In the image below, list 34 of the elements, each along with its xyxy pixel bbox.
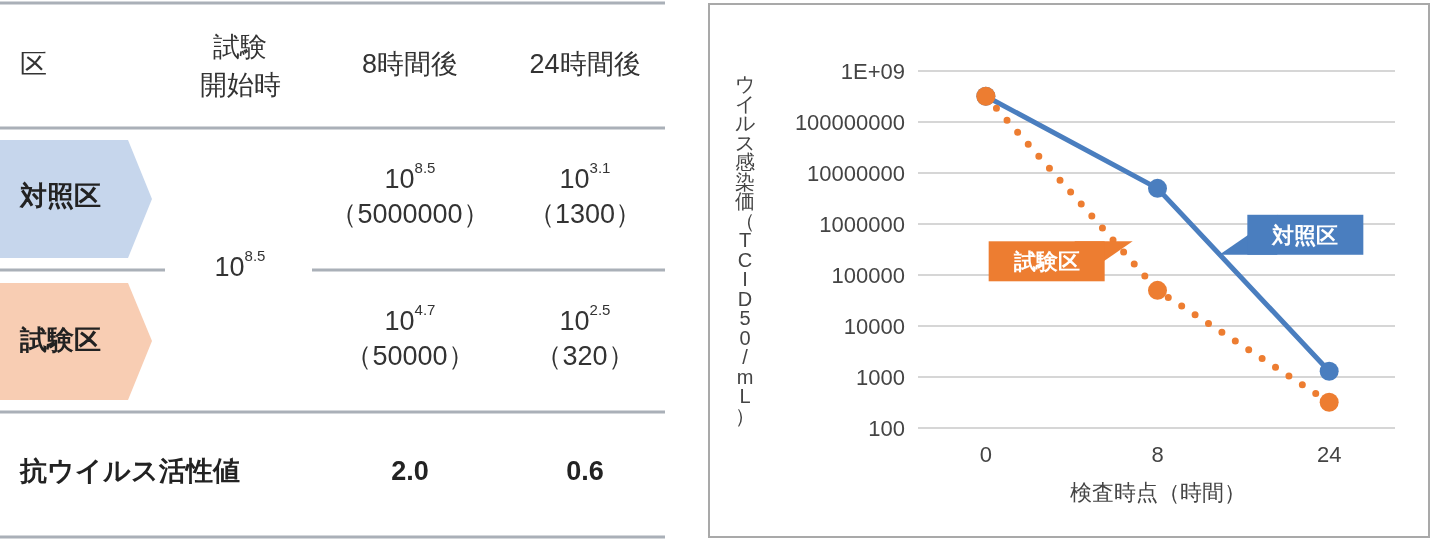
text: （5000000） xyxy=(330,198,490,232)
text: 10$^{8.5}$ xyxy=(214,247,266,285)
y-tick-label: 100 xyxy=(868,416,905,441)
text: （320） xyxy=(535,340,635,374)
text: 24時間後 xyxy=(529,48,641,82)
text: 抗ウイルス活性値 xyxy=(20,455,240,489)
x-tick-label: 0 xyxy=(979,442,992,467)
text: 8時間後 xyxy=(361,48,459,82)
text: 10$^{3.1}$ xyxy=(559,159,611,197)
x-axis-title: 検査時点（時間） xyxy=(1069,480,1246,505)
text: 対照区 xyxy=(20,180,101,214)
x-tick-label: 24 xyxy=(1316,442,1342,467)
y-tick-label: 10000000 xyxy=(807,161,905,186)
legend-label: 対照区 xyxy=(1271,222,1339,248)
x-tick-label: 8 xyxy=(1151,442,1164,467)
text: 10$^{2.5}$ xyxy=(559,301,611,339)
y-tick-label: 100000 xyxy=(831,263,905,288)
text: ウイルス感染価（TCID50/mL） xyxy=(735,73,755,427)
y-tick-label: 100000000 xyxy=(794,110,905,135)
text: （50000） xyxy=(345,340,475,374)
series-label: 試験区 xyxy=(1012,249,1080,275)
text: 試験区 xyxy=(20,324,101,358)
text: 試験 xyxy=(213,31,267,65)
text: 開始時 xyxy=(199,69,281,103)
y-tick-label: 1000000 xyxy=(819,212,905,237)
y-tick-label: 1000 xyxy=(856,365,905,390)
text: 10$^{8.5}$ xyxy=(384,159,436,197)
text: 0.6 xyxy=(566,455,604,489)
y-tick-label: 1E+09 xyxy=(840,59,905,84)
text: （1300） xyxy=(527,198,643,232)
y-tick-label: 10000 xyxy=(843,314,905,339)
text: 10$^{4.7}$ xyxy=(384,301,436,339)
text: 2.0 xyxy=(391,455,429,489)
text: 区 xyxy=(20,48,47,82)
